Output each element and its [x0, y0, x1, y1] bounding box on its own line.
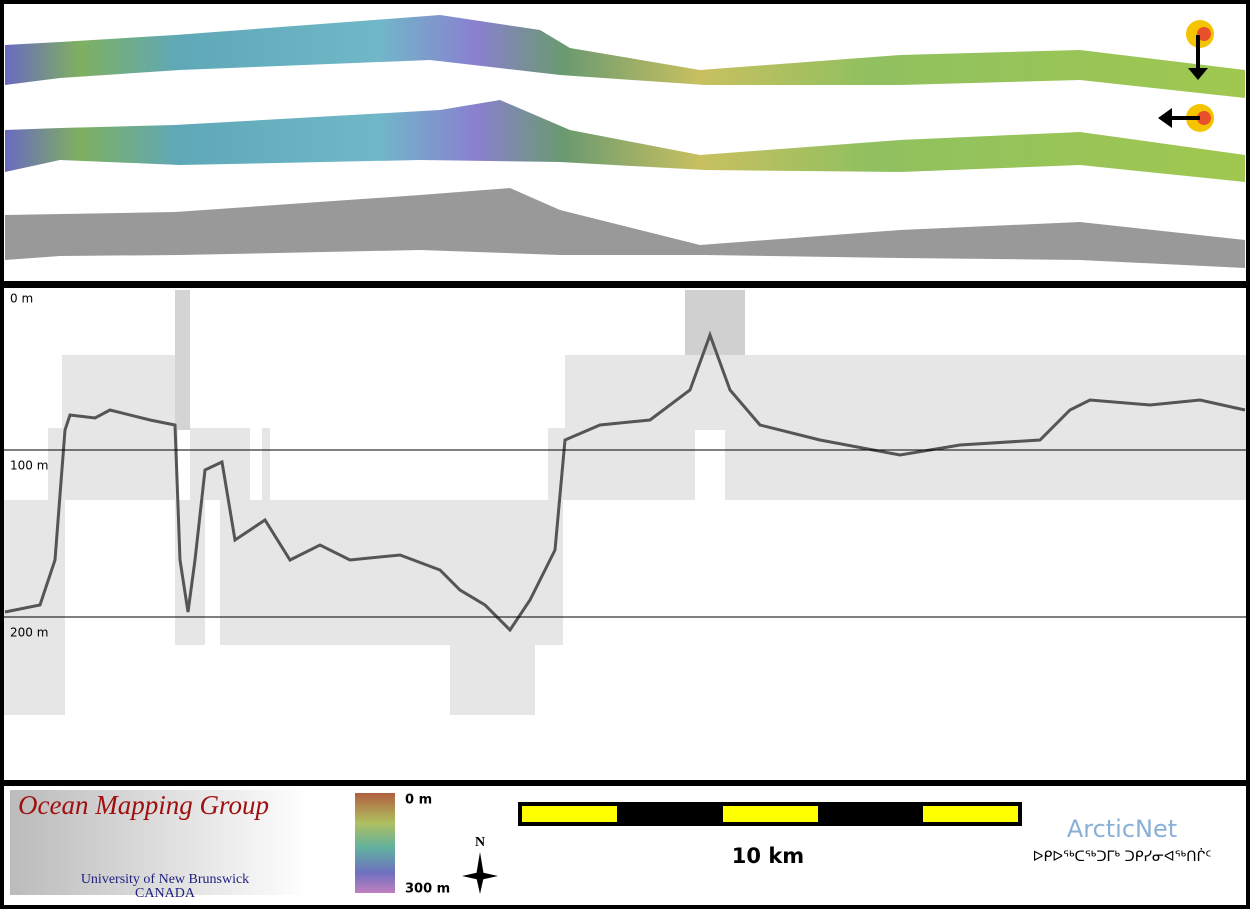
seabed-profile: [4, 330, 1246, 633]
echogram-blocks: [4, 290, 1246, 715]
sun-icon: [1186, 20, 1214, 80]
north-label: N: [475, 835, 485, 850]
logo-country: CANADA: [135, 886, 196, 901]
color-bar: [355, 793, 395, 893]
logo-subtitle: University of New Brunswick: [81, 872, 249, 887]
logo-box: [10, 790, 310, 895]
echogram-gap: [695, 430, 725, 500]
bathymetry-strip: [5, 15, 1245, 98]
scale-label: 10 km: [732, 844, 804, 868]
partner-syllabics: ᐅᑭᐅᖅᑕᖅᑐᒥᒃ ᑐᑭᓯᓂᐊᖅᑎᒌᑦ: [1033, 848, 1212, 865]
scale-bar-segments: [522, 806, 1018, 822]
partner-name: ArcticNet: [1067, 815, 1177, 843]
backscatter-strip: [5, 188, 1245, 268]
depth-label: 0 m: [10, 292, 33, 306]
depth-label: 200 m: [10, 626, 48, 640]
logo-title: Ocean Mapping Group: [18, 790, 269, 820]
color-bar-label: 300 m: [405, 882, 450, 897]
sun-icon: [1158, 104, 1214, 132]
color-bar-label: 0 m: [405, 793, 432, 808]
bathymetry-strip: [5, 100, 1245, 182]
north-arrow: [462, 872, 498, 880]
depth-label: 100 m: [10, 459, 48, 473]
